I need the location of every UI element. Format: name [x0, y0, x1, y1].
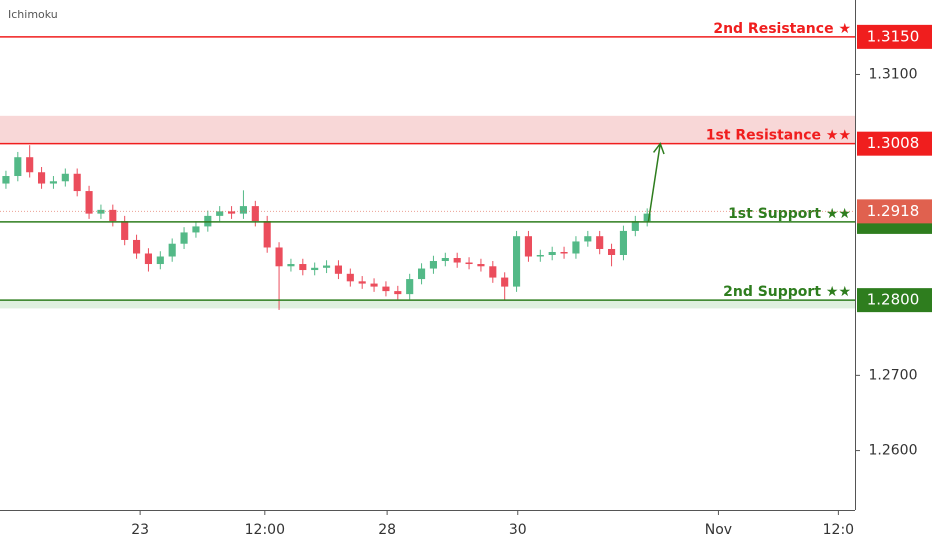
level-name: 2nd Resistance ★	[713, 21, 851, 37]
x-tick-label: Nov	[705, 522, 732, 538]
candle-body	[584, 236, 592, 242]
candle-body	[299, 264, 307, 271]
candle-body	[109, 209, 117, 222]
candle-body	[643, 213, 651, 222]
candle-body	[489, 266, 497, 278]
candle-body	[465, 262, 473, 265]
candle-body	[370, 283, 378, 287]
candle-body	[204, 215, 212, 227]
candle-body	[477, 264, 485, 267]
candle-body	[251, 206, 259, 222]
level-name: 1st Resistance ★★	[706, 128, 851, 144]
x-tick-label: 12:0	[823, 522, 854, 538]
candle-body	[418, 268, 426, 280]
candle-body	[38, 172, 46, 184]
candle-body	[596, 236, 604, 249]
candle-body	[275, 247, 283, 267]
candle-body	[513, 236, 521, 287]
candle-body	[192, 226, 200, 233]
candle-body	[121, 221, 129, 240]
candle-body	[168, 243, 176, 257]
candle-body	[97, 209, 105, 214]
candle-body	[394, 291, 402, 295]
candle-body	[2, 176, 10, 184]
candle-body	[536, 255, 544, 257]
candle-body	[287, 264, 295, 267]
candle-body	[311, 267, 319, 271]
indicator-label: Ichimoku	[8, 8, 58, 21]
candle-body	[453, 258, 461, 263]
y-tick-label: 1.2600	[869, 443, 918, 459]
x-tick-label: 12:00	[245, 522, 285, 538]
candle-body	[429, 261, 437, 269]
candle-body	[144, 253, 152, 265]
candle-body	[334, 265, 342, 274]
candle-body	[619, 230, 627, 255]
candle-body	[560, 251, 568, 254]
candle-body	[133, 239, 141, 254]
candle-body	[346, 273, 354, 282]
candle-body	[524, 236, 532, 257]
candle-body	[631, 221, 639, 231]
candle-body	[548, 251, 556, 255]
candle-body	[406, 279, 414, 295]
candle-body	[608, 248, 616, 255]
candle-body	[14, 157, 22, 177]
y-tick-label: 1.3100	[869, 66, 918, 82]
candle-body	[441, 258, 449, 262]
candle-body	[156, 256, 164, 265]
level-tag-label: 1.3150	[867, 27, 920, 45]
candle-body	[26, 157, 34, 173]
last-price-tag	[857, 199, 932, 224]
last-price-label: 1.2918	[867, 202, 920, 220]
candle-body	[180, 232, 188, 244]
arrow-head	[652, 142, 665, 155]
zone	[0, 300, 855, 309]
candle-body	[263, 221, 271, 248]
level-tag	[857, 288, 932, 313]
level-name: 2nd Support ★★	[723, 284, 851, 300]
candle-body	[73, 173, 81, 192]
level-tag	[857, 131, 932, 156]
level-tag-label: 1.3008	[867, 134, 920, 152]
x-tick-label: 23	[131, 522, 149, 538]
candle-body	[358, 281, 366, 284]
y-tick-label: 1.2700	[869, 367, 918, 383]
arrow-shaft	[647, 143, 661, 223]
candle-body	[49, 181, 57, 184]
candle-body	[61, 173, 69, 182]
candle-body	[239, 206, 247, 214]
level-name: 1st Support ★★	[728, 206, 851, 222]
candle-body	[572, 241, 580, 254]
candle-body	[228, 211, 236, 214]
candle-body	[85, 191, 93, 214]
zone	[0, 115, 855, 144]
candle-body	[216, 211, 224, 216]
candle-body	[382, 286, 390, 292]
level-tag-label: 1.2800	[867, 291, 920, 309]
x-tick-label: 30	[509, 522, 527, 538]
x-tick-label: 28	[378, 522, 396, 538]
level-tag	[857, 24, 932, 49]
candle-body	[323, 265, 331, 268]
candle-body	[501, 277, 509, 287]
